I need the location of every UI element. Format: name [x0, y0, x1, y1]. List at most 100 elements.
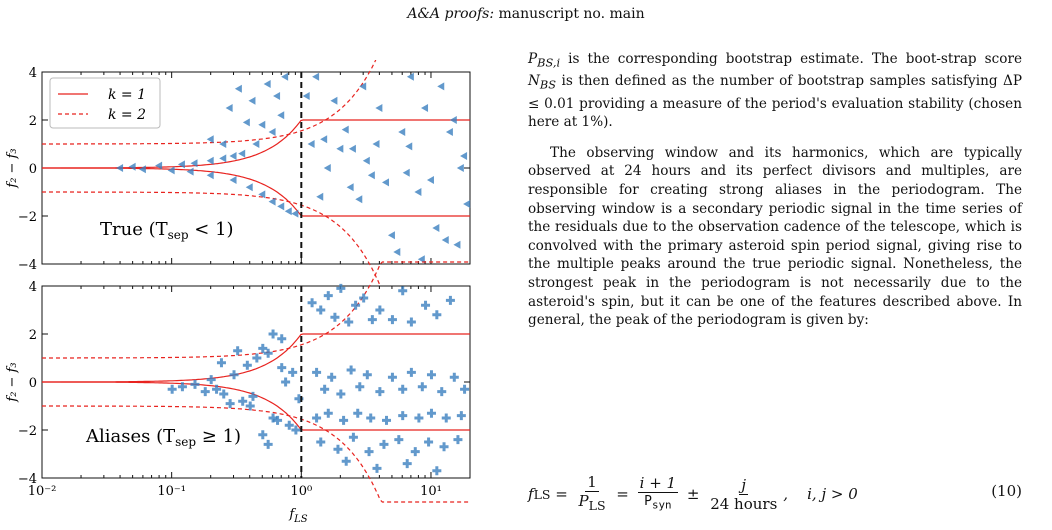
eq-frac-1-den-sub: LS — [588, 498, 606, 513]
data-point — [248, 391, 258, 401]
data-point — [190, 159, 198, 168]
equation-10: f LS = 1 PLS = i + 1 Psyn ± j 24 hours , i, … — [528, 473, 1022, 515]
legend-label: k = 2 — [108, 107, 146, 123]
data-point — [387, 315, 397, 325]
data-point — [307, 298, 317, 308]
data-point — [167, 384, 177, 394]
data-point — [258, 190, 266, 199]
data-point — [437, 387, 447, 397]
data-point — [453, 240, 461, 249]
y-tick-label: −4 — [18, 472, 37, 487]
eq-frac-3-den: 24 hours — [710, 494, 778, 513]
eq-frac-1: 1 PLS — [577, 473, 608, 515]
data-point — [312, 413, 322, 423]
bottom-panel: −4 −2 0 2 4 f₂ − f₃ Aliases (Tsep ≥ 1) — [5, 261, 471, 503]
data-point — [394, 435, 404, 445]
data-point — [302, 92, 310, 100]
data-point — [364, 447, 374, 457]
data-point — [393, 248, 401, 256]
data-point — [219, 389, 229, 399]
eq-plus-minus: ± — [682, 485, 705, 503]
n-bs-symbol: N — [528, 73, 540, 90]
data-point — [288, 367, 298, 377]
data-point — [359, 82, 367, 91]
data-point — [372, 463, 382, 473]
curve-k2 — [42, 47, 470, 145]
data-point — [339, 415, 349, 425]
p1-text-b: is then defined as the number of bootstr… — [528, 73, 1022, 131]
data-point — [312, 367, 322, 377]
data-point — [439, 442, 449, 452]
data-point — [398, 286, 408, 296]
data-point — [200, 387, 210, 397]
data-point — [323, 164, 331, 172]
data-point — [426, 408, 436, 418]
data-point — [284, 420, 294, 430]
data-point — [281, 377, 291, 387]
legend-box — [49, 77, 161, 129]
data-point — [421, 300, 431, 310]
data-point — [402, 168, 410, 177]
data-point — [294, 394, 304, 404]
data-point — [177, 160, 185, 169]
data-point — [367, 171, 375, 180]
running-header: A&A proofs: manuscript no. main — [0, 6, 1052, 22]
curve-k1 — [42, 167, 470, 217]
y-tick-label: 0 — [29, 162, 37, 177]
data-point — [366, 413, 376, 423]
y-tick-label: 2 — [29, 328, 37, 343]
data-point — [245, 401, 255, 411]
data-point — [414, 413, 424, 423]
data-point — [229, 152, 237, 160]
data-point — [398, 411, 408, 421]
eq-frac-3-num: j — [739, 475, 749, 495]
data-point — [277, 111, 285, 120]
data-point — [252, 353, 262, 363]
data-point — [233, 346, 243, 356]
data-point — [333, 444, 343, 454]
eq-lhs-sub: LS — [533, 486, 551, 502]
journal-name: A&A proofs: — [407, 6, 495, 22]
data-point — [382, 178, 390, 187]
body-text: PBS,i is the corresponding bootstrap est… — [528, 50, 1022, 342]
data-point — [424, 437, 434, 447]
data-point — [320, 135, 328, 144]
data-point — [460, 384, 470, 394]
eq-frac-2-den-sub: syn — [651, 498, 672, 512]
eq-frac-2-num: i + 1 — [637, 473, 679, 493]
data-point — [263, 439, 273, 449]
data-point — [216, 358, 226, 368]
data-point — [316, 305, 326, 315]
data-point — [445, 295, 455, 305]
data-point — [372, 140, 380, 148]
data-point — [252, 140, 260, 148]
data-point — [238, 149, 246, 158]
data-point — [186, 167, 194, 176]
data-point — [421, 104, 429, 112]
panel-label: Aliases (Tsep ≥ 1) — [85, 426, 241, 449]
data-point — [238, 396, 248, 406]
data-point — [155, 161, 163, 170]
eq-frac-2: i + 1 Psyn — [637, 473, 679, 515]
data-point — [219, 154, 227, 163]
data-point — [346, 183, 354, 192]
data-point — [277, 202, 285, 211]
x-tick-label: 10⁻¹ — [157, 484, 186, 499]
data-point — [273, 92, 281, 100]
paragraph-2: The observing window and its harmonics, … — [528, 144, 1022, 329]
p-bs-subscript: BS,i — [537, 55, 561, 70]
data-point — [281, 72, 289, 81]
data-point — [456, 164, 464, 172]
equation-number: (10) — [991, 482, 1022, 500]
data-point — [417, 382, 427, 392]
data-point — [312, 72, 320, 81]
data-point — [167, 166, 175, 175]
top-panel: −4 −2 0 2 4 f₂ − f₃ True (Tsep < 1) k = 1 k = 2 — [5, 47, 471, 289]
data-point — [323, 408, 333, 418]
data-point — [330, 96, 338, 105]
data-point — [387, 231, 395, 240]
data-point — [219, 140, 227, 148]
x-tick-label: 10⁻² — [28, 484, 57, 499]
data-point — [273, 415, 283, 425]
data-point — [375, 104, 383, 112]
